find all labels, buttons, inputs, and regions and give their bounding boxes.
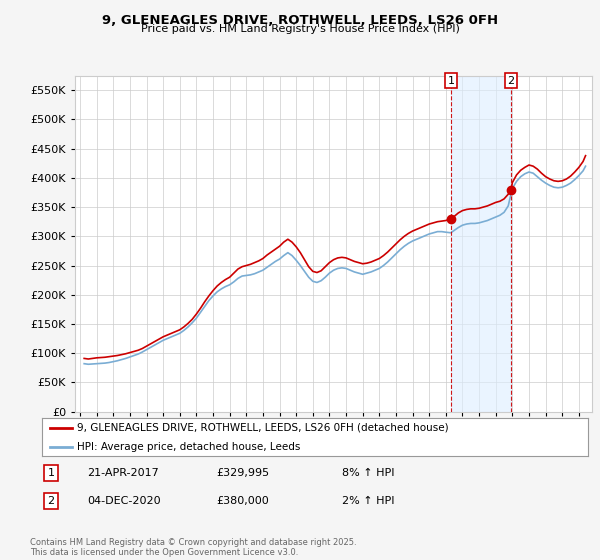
Text: 1: 1 bbox=[47, 468, 55, 478]
Bar bbox=[451, 76, 511, 412]
Text: 1: 1 bbox=[448, 76, 454, 86]
Text: 04-DEC-2020: 04-DEC-2020 bbox=[87, 496, 161, 506]
Text: Price paid vs. HM Land Registry's House Price Index (HPI): Price paid vs. HM Land Registry's House … bbox=[140, 24, 460, 34]
Text: HPI: Average price, detached house, Leeds: HPI: Average price, detached house, Leed… bbox=[77, 442, 301, 452]
Text: 2% ↑ HPI: 2% ↑ HPI bbox=[342, 496, 395, 506]
Text: Contains HM Land Registry data © Crown copyright and database right 2025.
This d: Contains HM Land Registry data © Crown c… bbox=[30, 538, 356, 557]
Text: £380,000: £380,000 bbox=[216, 496, 269, 506]
Text: 21-APR-2017: 21-APR-2017 bbox=[87, 468, 159, 478]
Text: 8% ↑ HPI: 8% ↑ HPI bbox=[342, 468, 395, 478]
Text: 2: 2 bbox=[508, 76, 515, 86]
Text: 9, GLENEAGLES DRIVE, ROTHWELL, LEEDS, LS26 0FH (detached house): 9, GLENEAGLES DRIVE, ROTHWELL, LEEDS, LS… bbox=[77, 423, 449, 433]
Text: £329,995: £329,995 bbox=[216, 468, 269, 478]
Text: 9, GLENEAGLES DRIVE, ROTHWELL, LEEDS, LS26 0FH: 9, GLENEAGLES DRIVE, ROTHWELL, LEEDS, LS… bbox=[102, 14, 498, 27]
Text: 2: 2 bbox=[47, 496, 55, 506]
